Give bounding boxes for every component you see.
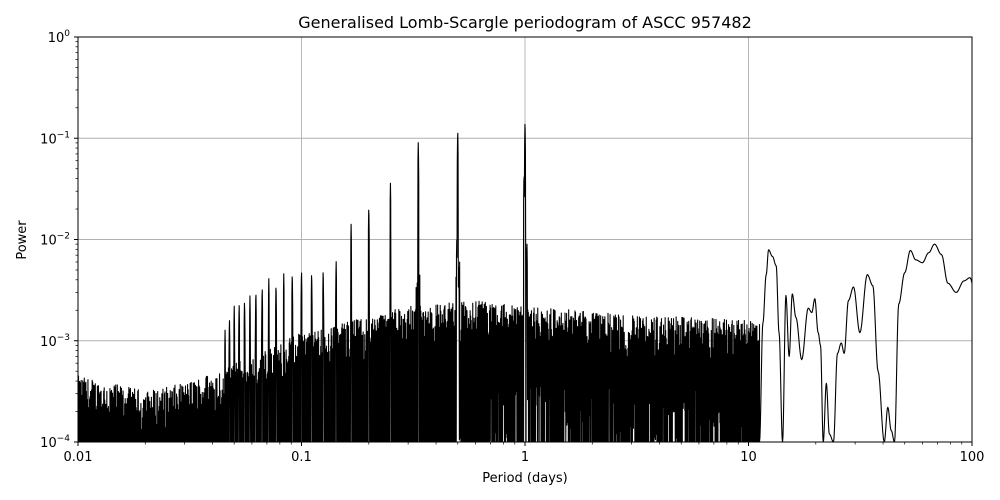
chart-title: Generalised Lomb-Scargle periodogram of …: [298, 13, 752, 32]
y-axis-label: Power: [15, 220, 30, 260]
y-tick-label: 10−2: [40, 232, 70, 249]
y-axis: 100 10−1 10−2 10−3 10−4: [40, 29, 78, 451]
x-tick-label: 0.01: [64, 450, 93, 465]
y-tick-label: 10−4: [40, 434, 70, 451]
plot-area: [78, 123, 972, 442]
x-tick-label: 10: [740, 450, 757, 465]
x-tick-label: 100: [960, 450, 985, 465]
y-tick-label: 10−1: [40, 130, 70, 147]
x-axis-label: Period (days): [482, 471, 568, 486]
x-axis: 0.01 0.1 1 10 100: [64, 442, 985, 465]
grid-lines: [78, 37, 972, 442]
x-tick-label: 1: [521, 450, 529, 465]
periodogram-line: [78, 123, 972, 442]
y-tick-label: 10−3: [40, 333, 70, 350]
x-tick-label: 0.1: [291, 450, 312, 465]
y-tick-label: 100: [48, 29, 71, 46]
